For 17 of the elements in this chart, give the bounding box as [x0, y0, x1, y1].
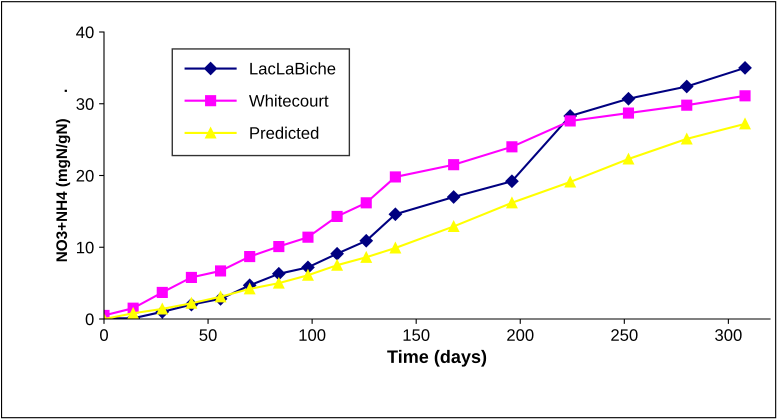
y-tick-label: 20 — [76, 170, 94, 182]
y-tick-label: 30 — [76, 98, 94, 110]
x-tick-label: 50 — [199, 329, 217, 341]
x-tick-label: 300 — [715, 329, 742, 341]
legend-label: Whitecourt — [249, 94, 328, 107]
y-tick-label: 0 — [86, 313, 94, 326]
y-tick-label: 10 — [77, 242, 94, 254]
x-tick-label: 0 — [100, 329, 108, 341]
legend-label: Predicted — [250, 126, 318, 139]
x-tick-label: 250 — [611, 329, 638, 341]
y-tick-label: 40 — [76, 26, 94, 38]
x-tick-label: 100 — [299, 329, 326, 341]
x-tick-label: 200 — [507, 329, 534, 341]
x-tick-label: 150 — [404, 329, 430, 341]
y-axis-title: NO3+NH4 (mgN/gN) . — [56, 90, 70, 262]
legend-label: LacLaBiche — [250, 62, 336, 75]
x-axis-title: Time (days) — [387, 350, 486, 367]
